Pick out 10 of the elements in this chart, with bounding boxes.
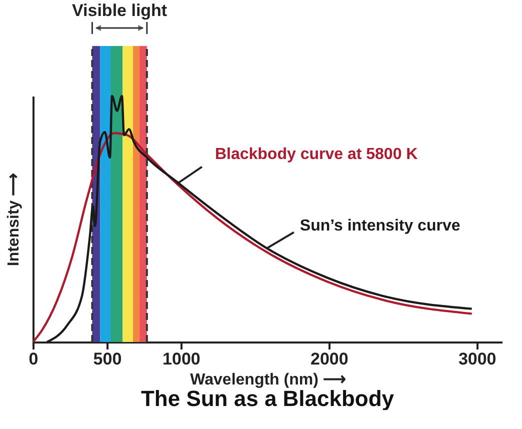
x-axis-title: Wavelength (nm) ⟶	[190, 372, 346, 388]
x-tick-label: 500	[93, 350, 122, 368]
series-label: Sun’s intensity curve	[300, 217, 460, 234]
x-tick-label: 2000	[310, 350, 348, 368]
text: Visible light	[72, 1, 168, 20]
x-tick-label: 3000	[458, 350, 496, 368]
x-tick-label: 1000	[162, 350, 200, 368]
x-tick-label: 0	[28, 350, 38, 368]
y-axis-title: Intensity ⟶	[6, 172, 22, 266]
text: Blackbody curve at 5800 K	[214, 146, 418, 163]
